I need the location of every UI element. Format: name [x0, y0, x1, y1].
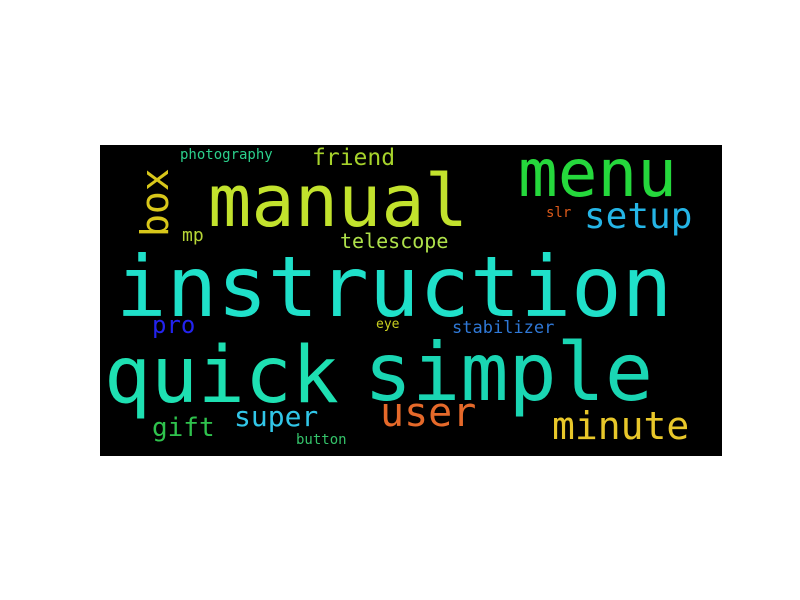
word-mp: mp — [182, 225, 204, 246]
word-slr: slr — [546, 205, 572, 221]
word-telescope: telescope — [340, 229, 449, 253]
word-instruction: instruction — [116, 238, 673, 336]
word-quick: quick — [104, 331, 339, 421]
word-stabilizer: stabilizer — [452, 318, 555, 338]
word-box: box — [133, 168, 177, 237]
word-minute: minute — [552, 404, 690, 448]
word-button: button — [296, 432, 347, 448]
word-cloud: instruction quick simple manual menu set… — [100, 145, 722, 456]
word-menu: menu — [518, 145, 677, 212]
word-setup: setup — [584, 196, 693, 237]
word-gift: gift — [152, 413, 215, 443]
word-manual: manual — [208, 159, 469, 243]
word-photography: photography — [180, 147, 273, 163]
word-user: user — [380, 390, 477, 436]
word-super: super — [234, 400, 319, 433]
word-simple: simple — [364, 326, 653, 419]
word-pro: pro — [152, 311, 196, 339]
word-friend: friend — [312, 145, 396, 171]
word-eye: eye — [376, 317, 400, 332]
